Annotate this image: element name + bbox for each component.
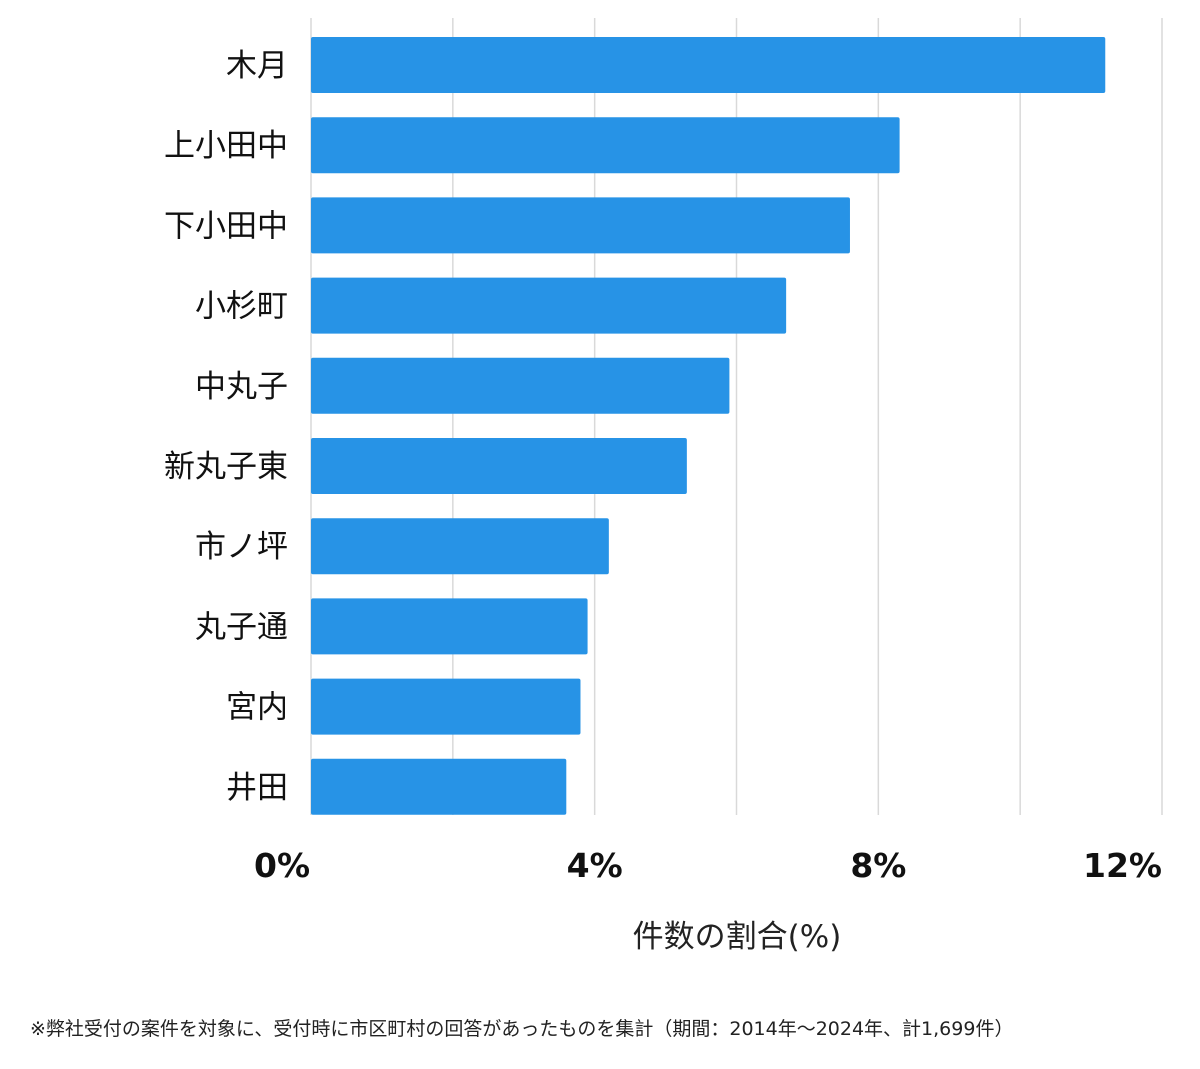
category-label: 丸子通 [195,609,288,645]
x-tick-label: 12% [1083,846,1162,885]
bar [311,678,581,735]
category-label: 井田 [226,770,288,806]
bar [311,598,588,655]
category-label: 小杉町 [195,289,288,325]
category-label: 下小田中 [164,208,288,244]
bar [311,117,900,174]
x-tick-label: 0% [254,846,310,885]
x-tick-label: 4% [567,846,623,885]
bar [311,357,730,414]
x-axis-label: 件数の割合(%) [633,919,842,955]
bar [311,37,1106,93]
bar [311,518,609,575]
category-label: 中丸子 [195,369,288,405]
bar [311,277,787,334]
category-label: 木月 [226,48,288,84]
footnote: ※弊社受付の案件を対象に、受付時に市区町村の回答があったものを集計（期間：201… [30,1018,1014,1040]
bars [311,37,1106,815]
category-label: 新丸子東 [164,449,288,485]
x-tick-label: 8% [850,846,906,885]
bar [311,758,567,815]
bar [311,438,687,494]
category-label: 宮内 [226,690,288,726]
bar [311,197,850,254]
category-label: 市ノ坪 [195,529,288,565]
x-tick-labels: 0% 4% 8% 12% [254,846,1162,885]
category-label: 上小田中 [164,128,288,164]
